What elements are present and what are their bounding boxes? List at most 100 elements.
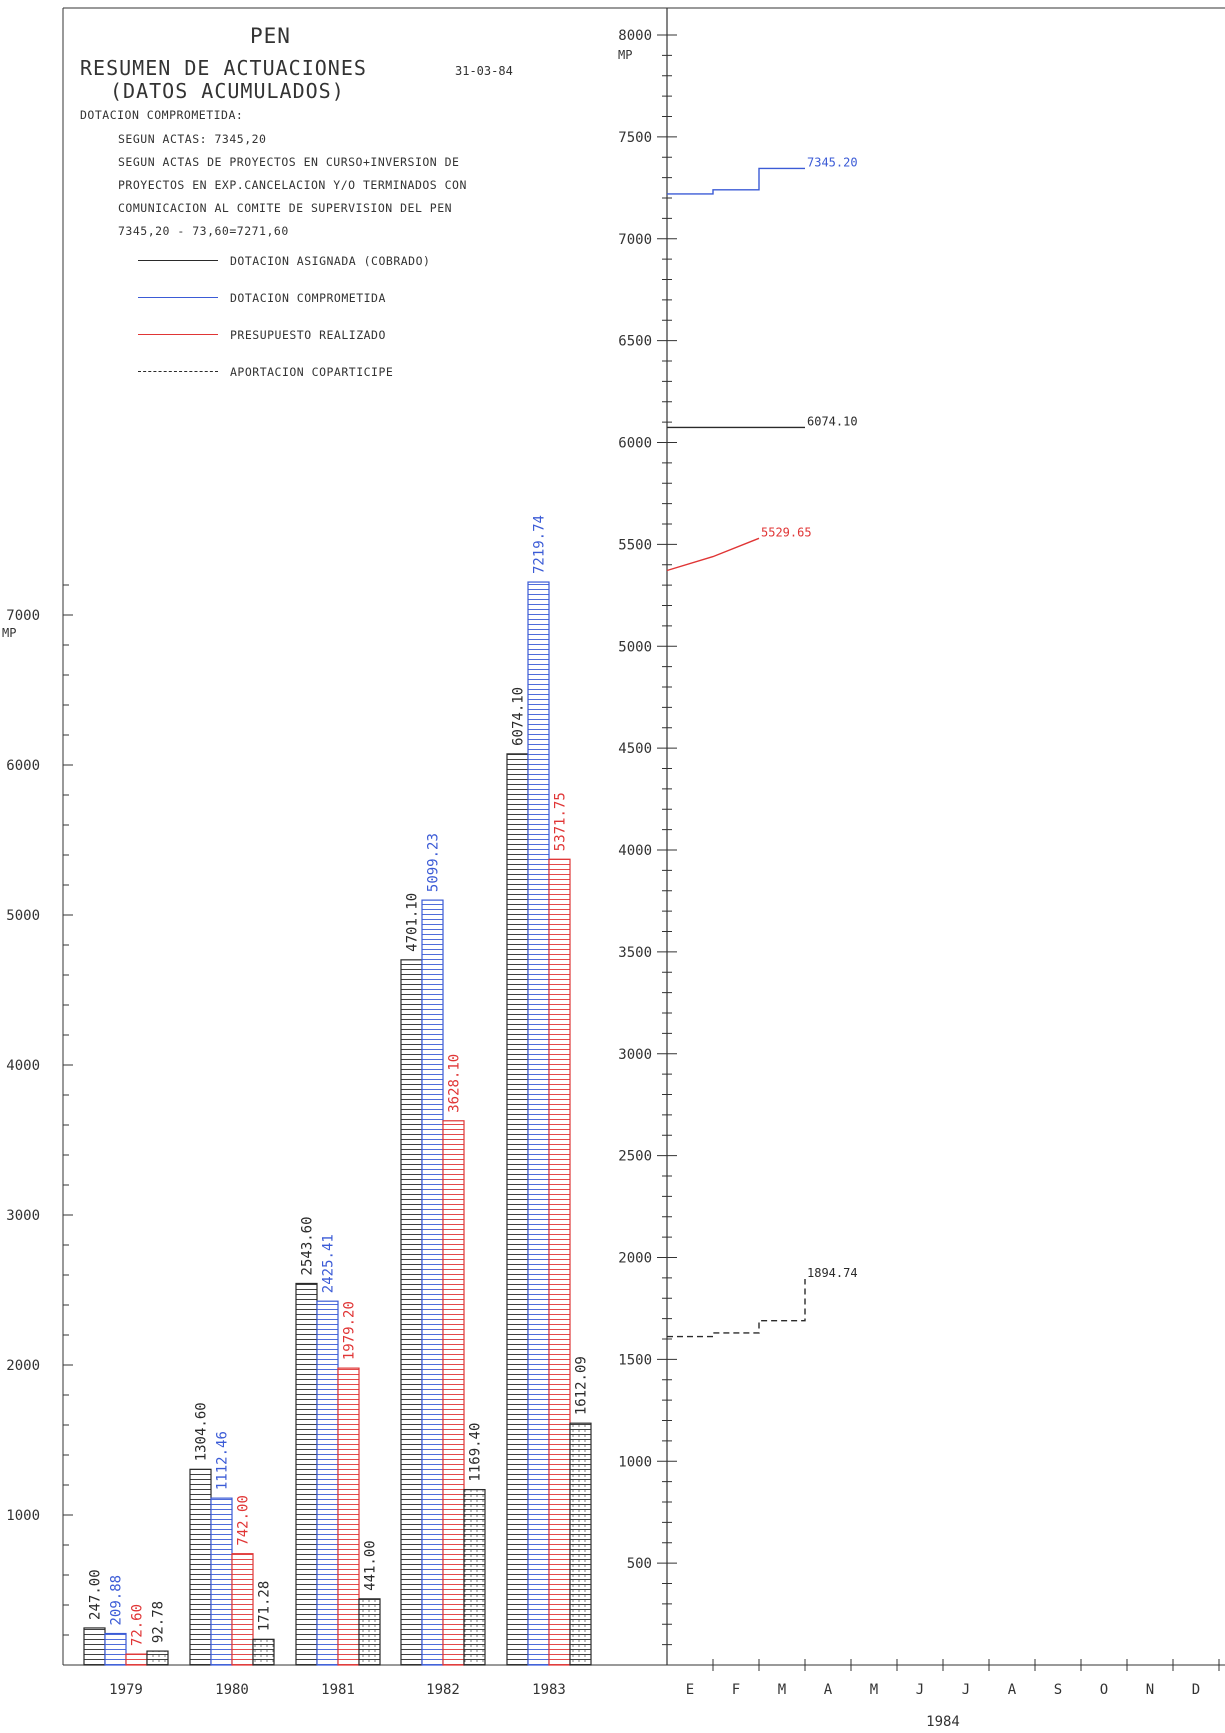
bar-1983-series-0	[506, 753, 529, 1666]
bar-1983-series-1	[527, 581, 550, 1666]
note-line-3: PROYECTOS EN EXP.CANCELACION Y/O TERMINA…	[118, 178, 467, 192]
x-tick-label-month: A	[1008, 1682, 1017, 1698]
x-tick-label-month: J	[916, 1682, 924, 1698]
x-tick-label-month: M	[870, 1682, 878, 1698]
x-tick-label-year: 1979	[109, 1682, 143, 1698]
report-date: 31-03-84	[455, 64, 513, 78]
bar-1979-series-1	[104, 1632, 127, 1666]
chart-title: PEN	[250, 24, 291, 48]
bar-1981-series-0	[295, 1282, 318, 1666]
note-line-1: SEGUN ACTAS: 7345,20	[118, 132, 267, 146]
legend-swatch-coparticipe	[138, 371, 218, 372]
bar-value-label: 1112.46	[215, 1431, 231, 1490]
y-tick-label: 2000	[6, 1358, 40, 1374]
line-end-label: 5529.65	[761, 525, 812, 539]
bar-value-label: 4701.10	[405, 893, 421, 952]
bar-1982-series-2	[442, 1120, 465, 1666]
left-bar-chart: 1000 2000 3000 4000 5000 6000 7000 MP 247.00 209.…	[2, 515, 667, 1698]
right-y-axis-unit: MP	[618, 48, 632, 62]
note-line-4: COMUNICACION AL COMITE DE SUPERVISION DE…	[118, 201, 453, 215]
bar-value-label: 3628.10	[447, 1054, 463, 1113]
chart-subtitle-line1: RESUMEN DE ACTUACIONES	[80, 56, 367, 80]
x-tick-label-year: 1980	[215, 1682, 249, 1698]
bar-1979-series-0	[83, 1627, 106, 1666]
x-tick-label-month: A	[824, 1682, 833, 1698]
note-line-2: SEGUN ACTAS DE PROYECTOS EN CURSO+INVERS…	[118, 155, 460, 169]
right-y-tick-label: 3500	[618, 945, 652, 961]
bar-value-label: 1169.40	[468, 1423, 484, 1482]
bar-1980-series-0	[189, 1468, 212, 1666]
right-y-tick-label: 4000	[618, 843, 652, 859]
right-y-tick-label: 3000	[618, 1047, 652, 1063]
y-tick-label: 6000	[6, 758, 40, 774]
line-end-label: 1894.74	[807, 1266, 858, 1280]
bar-value-label: 2543.60	[300, 1216, 316, 1275]
bar-1980-series-1	[210, 1497, 233, 1666]
x-tick-label-month: E	[686, 1682, 694, 1698]
x-tick-label-year: 1981	[321, 1682, 355, 1698]
y-axis-unit: MP	[2, 626, 16, 640]
bar-value-label: 441.00	[363, 1540, 379, 1591]
x-tick-label-month: O	[1100, 1682, 1108, 1698]
right-y-tick-label: 8000	[618, 28, 652, 44]
y-tick-label: 7000	[6, 608, 40, 624]
bar-value-label: 742.00	[236, 1495, 252, 1546]
legend-label-comprometida: DOTACION COMPROMETIDA	[230, 291, 386, 305]
right-y-tick-label: 4500	[618, 741, 652, 757]
x-tick-label-year: 1983	[532, 1682, 566, 1698]
bar-1983-series-2	[548, 858, 571, 1666]
bar-1981-series-3	[358, 1598, 381, 1666]
bar-value-label: 6074.10	[511, 687, 527, 746]
bar-1981-series-1	[316, 1300, 339, 1666]
note-line-5: 7345,20 - 73,60=7271,60	[118, 224, 289, 238]
line-end-label: 7345.20	[807, 155, 858, 169]
bar-1980-series-3	[252, 1638, 275, 1666]
x-tick-label-month: S	[1054, 1682, 1062, 1698]
bar-value-label: 5371.75	[553, 792, 569, 851]
legend-swatch-realizado	[138, 334, 218, 335]
bar-value-label: 1612.09	[574, 1356, 590, 1415]
right-y-tick-label: 6500	[618, 334, 652, 350]
bar-1979-series-2	[125, 1653, 148, 1666]
y-tick-label: 5000	[6, 908, 40, 924]
y-tick-label: 1000	[6, 1508, 40, 1524]
bar-value-label: 247.00	[88, 1569, 104, 1620]
bar-1981-series-2	[337, 1367, 360, 1666]
bar-1982-series-1	[421, 899, 444, 1666]
right-y-tick-label: 7500	[618, 130, 652, 146]
right-line-chart: 500 1000 1500 2000 2500 3000 3500 4000 4500 5000 5…	[618, 28, 1225, 1730]
y-tick-label: 3000	[6, 1208, 40, 1224]
bar-value-label: 171.28	[257, 1581, 273, 1632]
right-y-tick-label: 5000	[618, 639, 652, 655]
right-y-tick-label: 500	[627, 1556, 652, 1572]
y-tick-label: 4000	[6, 1058, 40, 1074]
x-tick-label-month: F	[732, 1682, 740, 1698]
bar-1982-series-3	[463, 1488, 486, 1666]
right-y-tick-label: 1500	[618, 1352, 652, 1368]
right-y-tick-label: 1000	[618, 1454, 652, 1470]
legend-label-coparticipe: APORTACION COPARTICIPE	[230, 365, 394, 379]
x-tick-label-month: J	[962, 1682, 970, 1698]
note-line-0: DOTACION COMPROMETIDA:	[80, 108, 244, 122]
bar-1979-series-3	[146, 1650, 169, 1666]
line-series-2	[666, 537, 760, 572]
right-y-tick-label: 2500	[618, 1149, 652, 1165]
x-axis-label-year: 1984	[926, 1714, 960, 1730]
chart-subtitle-line2: (DATOS ACUMULADOS)	[110, 79, 345, 103]
bar-1980-series-2	[231, 1553, 254, 1666]
x-tick-label-month: N	[1146, 1682, 1154, 1698]
legend-label-realizado: PRESUPUESTO REALIZADO	[230, 328, 386, 342]
right-y-tick-label: 5500	[618, 537, 652, 553]
bar-value-label: 72.60	[130, 1604, 146, 1646]
right-y-tick-label: 6000	[618, 436, 652, 452]
line-series-0	[667, 167, 805, 195]
bar-value-label: 5099.23	[426, 833, 442, 892]
x-tick-label-year: 1982	[426, 1682, 460, 1698]
bar-value-label: 1304.60	[194, 1402, 210, 1461]
bar-value-label: 92.78	[151, 1601, 167, 1643]
x-tick-label-month: M	[778, 1682, 786, 1698]
legend-label-asignada: DOTACION ASIGNADA (COBRADO)	[230, 254, 431, 268]
x-tick-label-month: D	[1192, 1682, 1200, 1698]
right-y-tick-label: 7000	[618, 232, 652, 248]
